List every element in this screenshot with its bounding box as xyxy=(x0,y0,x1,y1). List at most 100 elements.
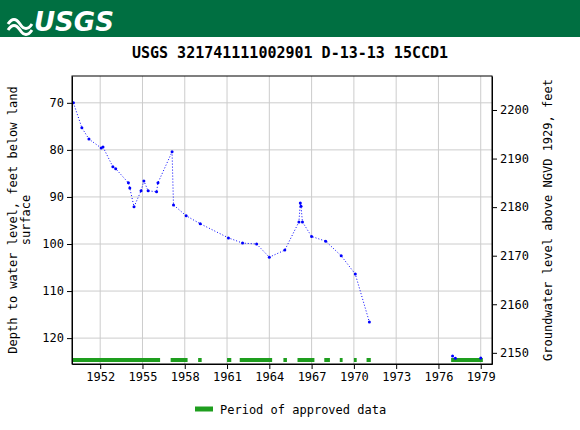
tick-label: 2180 xyxy=(500,200,529,214)
data-point xyxy=(283,249,286,252)
data-point xyxy=(102,146,105,149)
grid-line-x xyxy=(396,76,397,364)
tick: 2150 xyxy=(492,346,529,360)
tick-mark xyxy=(492,256,497,257)
grid-line-x xyxy=(311,76,312,364)
tick: 1964 xyxy=(255,364,284,384)
plot-marks xyxy=(72,101,483,362)
y-axis: 70 80 90 100 110 120 xyxy=(42,77,72,365)
grid-line-x xyxy=(227,76,228,364)
chart-container: USGS USGS 321741111002901 D-13-13 15CCD1 1… xyxy=(0,0,580,430)
data-point xyxy=(111,165,114,168)
data-point xyxy=(155,190,158,193)
tick-mark xyxy=(312,364,313,369)
tick-label: 120 xyxy=(42,331,64,345)
tick-mark xyxy=(438,364,439,369)
tick-mark xyxy=(492,353,497,354)
tick-label: 1976 xyxy=(424,370,453,384)
tick-label: 1964 xyxy=(255,370,284,384)
grid-line-x xyxy=(142,76,143,364)
data-point xyxy=(127,181,130,184)
tick-mark xyxy=(67,244,72,245)
data-point xyxy=(340,254,343,257)
tick: 1976 xyxy=(424,364,453,384)
tick-label: 1958 xyxy=(171,370,200,384)
tick-label: 2200 xyxy=(500,103,529,117)
tick-mark xyxy=(67,150,72,151)
tick: 120 xyxy=(42,331,72,345)
grid-line-y xyxy=(72,291,492,292)
data-point xyxy=(324,240,327,243)
tick-label: 1967 xyxy=(298,370,327,384)
approved-period xyxy=(340,358,343,362)
data-point xyxy=(479,356,482,359)
data-point xyxy=(255,243,258,246)
tick: 1952 xyxy=(86,364,115,384)
tick: 90 xyxy=(50,190,72,204)
tick-label: 70 xyxy=(50,96,64,110)
grid-line-x xyxy=(100,76,101,364)
approved-period xyxy=(324,358,330,362)
data-point xyxy=(142,179,145,182)
data-point xyxy=(80,126,83,129)
data-point xyxy=(354,273,357,276)
tick-mark xyxy=(269,364,270,369)
approved-period xyxy=(240,358,272,362)
data-point xyxy=(241,242,244,245)
legend-label: Period of approved data xyxy=(220,403,386,417)
tick: 1955 xyxy=(129,364,158,384)
tick-label: 100 xyxy=(42,237,64,251)
y-axis-title-line: surface xyxy=(19,195,33,246)
logo-text: USGS xyxy=(34,7,114,37)
tick-mark xyxy=(227,364,228,369)
tick-mark xyxy=(67,103,72,104)
tick-label: 80 xyxy=(50,143,64,157)
tick-label: 1955 xyxy=(129,370,158,384)
y2-axis-line xyxy=(492,77,493,365)
tick: 2180 xyxy=(492,200,529,214)
x-axis: 1952195519581961196419671970197319761979 xyxy=(73,364,496,384)
data-point xyxy=(172,203,175,206)
tick: 1958 xyxy=(171,364,200,384)
data-point xyxy=(156,181,159,184)
data-point xyxy=(199,222,202,225)
grid-line-y xyxy=(72,244,492,245)
approved-period xyxy=(227,358,231,362)
data-point xyxy=(133,205,136,208)
tick-mark xyxy=(142,364,143,369)
tick-label: 110 xyxy=(42,284,64,298)
tick-label: 2190 xyxy=(500,152,529,166)
grid-line-x xyxy=(269,76,270,364)
grid-line-y xyxy=(72,196,492,197)
data-point xyxy=(140,189,143,192)
grid-line-y xyxy=(72,102,492,103)
grid xyxy=(72,76,492,364)
data-point xyxy=(300,205,303,208)
approved-period xyxy=(354,358,357,362)
tick-label: 1952 xyxy=(86,370,115,384)
tick-mark xyxy=(492,304,497,305)
header-banner xyxy=(0,0,580,37)
tick-label: 2150 xyxy=(500,346,529,360)
grid-line-y xyxy=(72,338,492,339)
tick-mark xyxy=(492,207,497,208)
approved-period xyxy=(72,358,160,362)
data-point xyxy=(147,189,150,192)
chart-title: USGS 321741111002901 D-13-13 15CCD1 xyxy=(132,44,448,62)
tick: 2200 xyxy=(492,103,529,117)
y-axis-title-line: Depth to water level, feet below land xyxy=(6,86,20,353)
tick-label: 1973 xyxy=(382,370,411,384)
tick-mark xyxy=(492,159,497,160)
approved-period xyxy=(367,358,371,362)
tick: 1979 xyxy=(467,364,496,384)
y-axis-line xyxy=(72,77,73,365)
approved-period xyxy=(298,358,315,362)
x-axis-line xyxy=(73,364,493,365)
data-point xyxy=(114,167,117,170)
approved-period xyxy=(283,358,287,362)
data-point xyxy=(227,236,230,239)
tick-mark xyxy=(100,364,101,369)
tick: 80 xyxy=(50,143,72,157)
data-point xyxy=(454,357,457,360)
tick-mark xyxy=(481,364,482,369)
